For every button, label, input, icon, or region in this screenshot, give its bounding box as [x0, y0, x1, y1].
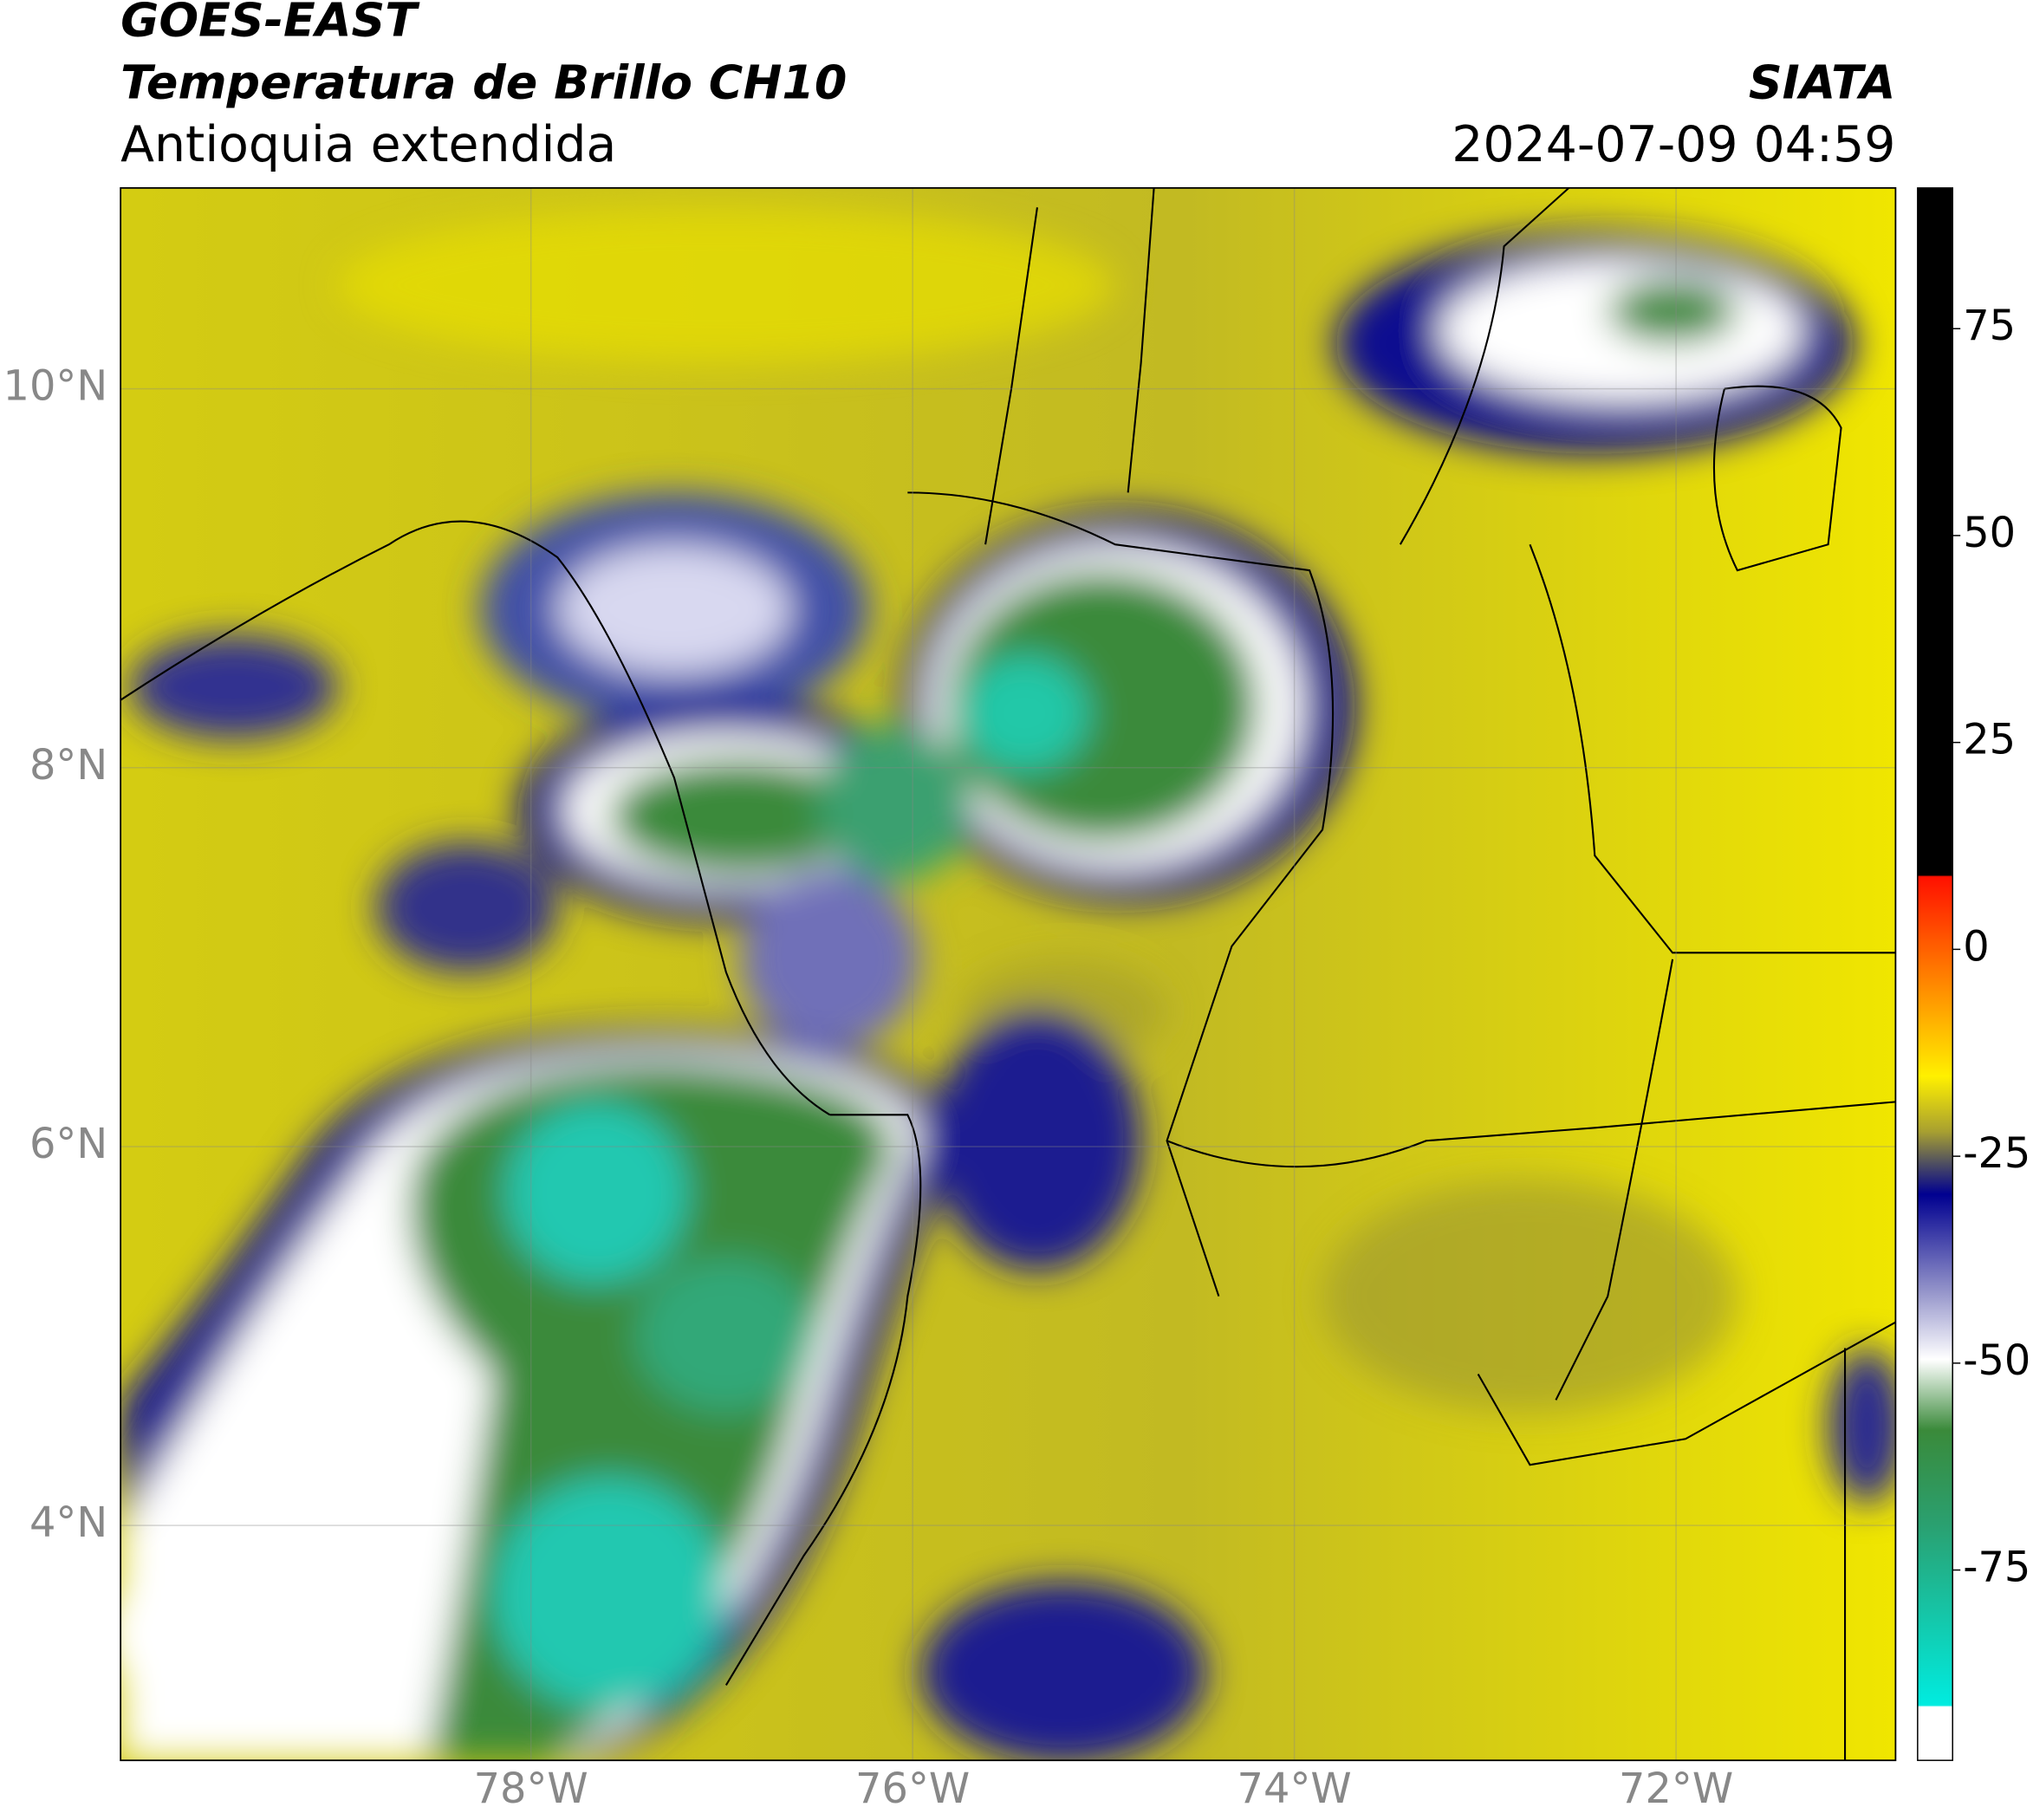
colorbar-tick-label: 0 — [1963, 923, 1989, 971]
datetime: 2024-07-09 04:59 — [1452, 116, 1895, 173]
grid — [120, 187, 1896, 1761]
lon-tick-label: 72°W — [1619, 1765, 1733, 1813]
lon-tick-label: 74°W — [1237, 1765, 1352, 1813]
title: GOES-EAST — [120, 0, 420, 48]
region: Antioquia extendida — [120, 116, 616, 173]
colorbar-tick-label: -75 — [1963, 1544, 2030, 1592]
lat-tick-label: 6°N — [29, 1121, 107, 1168]
colorbar-tick-label: -50 — [1963, 1337, 2030, 1385]
source: SIATA — [1749, 55, 1896, 109]
colorbar-tick-label: 75 — [1963, 302, 2016, 350]
colorbar — [1917, 187, 1953, 1761]
map-frame — [120, 186, 1897, 1762]
map — [120, 187, 1896, 1761]
lat-tick-label: 8°N — [29, 742, 107, 790]
colorbar-tick-label: 50 — [1963, 510, 2016, 557]
boundaries — [120, 187, 1896, 1761]
subtitle: Temperatura de Brillo CH10 — [120, 55, 847, 109]
colorbar-tick-label: -25 — [1963, 1130, 2030, 1178]
lat-tick-label: 4°N — [29, 1499, 107, 1547]
lon-tick-label: 78°W — [474, 1765, 588, 1813]
colorbar-tick-label: 25 — [1963, 717, 2016, 764]
lat-tick-label: 10°N — [3, 363, 108, 411]
lon-tick-label: 76°W — [855, 1765, 970, 1813]
